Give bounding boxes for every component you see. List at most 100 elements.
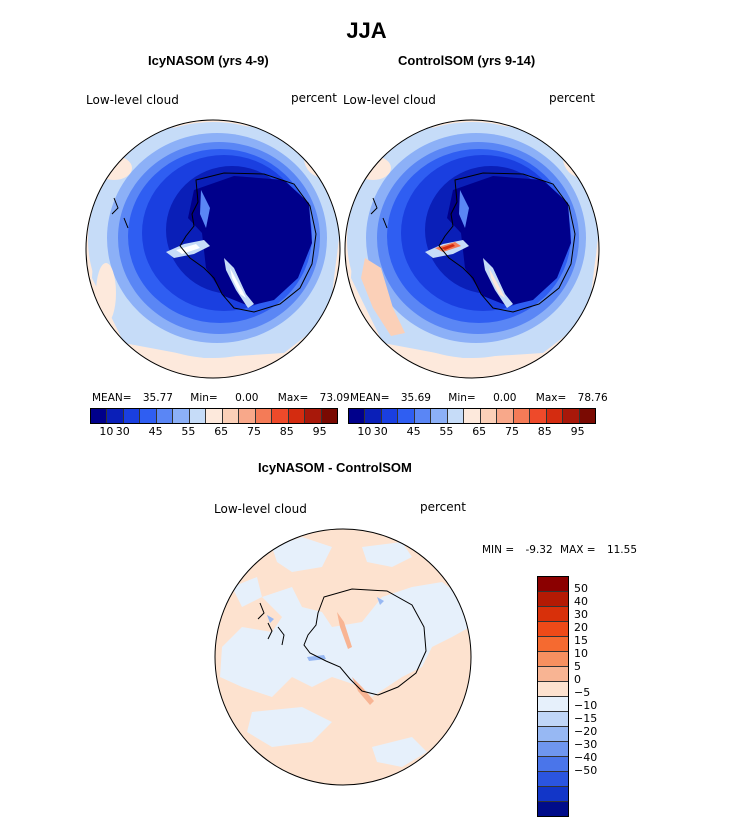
diff-panel-variable: Low-level cloud [214,502,307,516]
right-colorbar-swatch [447,409,465,423]
right-colorbar-tick-label: 10 [357,425,372,438]
right-panel-variable: Low-level cloud [343,93,436,107]
diff-colorbar-label: 30 [574,608,588,621]
left-mean-value: 35.77 [142,392,173,404]
right-colorbar-swatch [398,409,415,423]
left-max-value: 73.09 [319,392,350,404]
right-colorbar-tick-label: 30 [373,425,388,438]
left-panel-units: percent [291,91,337,105]
right-panel-subtitle: ControlSOM (yrs 9-14) [398,53,536,68]
diff-colorbar-swatch [538,682,568,697]
right-colorbar-tick-label: 65 [472,425,487,438]
diff-colorbar-labels: 50 40 30 20 15 10 5 0 −5 −10 −15 −20 −30 −40 −50 [574,576,614,784]
right-mean-label: MEAN= [350,392,390,404]
diff-min-label: MIN = [482,544,515,556]
diff-colorbar-label: 40 [574,595,588,608]
right-colorbar-swatch [431,409,448,423]
left-stats: MEAN= 35.77 Min= 0.00 Max= 73.09 [92,392,350,404]
right-colorbar-swatch [365,409,382,423]
diff-colorbar-label: 5 [574,660,581,673]
right-max-label: Max= [535,392,567,404]
right-colorbar-swatch [464,409,481,423]
left-colorbar-swatch [189,409,207,423]
right-colorbar-swatch [530,409,547,423]
right-colorbar-swatch [497,409,514,423]
diff-colorbar-swatch [538,622,568,637]
page-title: JJA [346,18,387,43]
diff-colorbar-swatch [538,727,568,742]
left-max-label: Max= [277,392,309,404]
left-panel-variable: Low-level cloud [86,93,179,107]
diff-min-value: -9.32 [525,544,553,556]
right-min-label: Min= [448,392,476,404]
diff-colorbar-label: −40 [574,751,598,764]
right-colorbar-tick-label: 85 [537,425,552,438]
diff-colorbar-swatch [538,667,568,682]
diff-panel-units: percent [420,500,466,514]
diff-colorbar-swatch [538,592,568,607]
diff-colorbar-swatch [538,607,568,622]
left-colorbar-swatch [206,409,223,423]
diff-colorbar-swatch [538,742,568,757]
left-colorbar-swatch [173,409,190,423]
diff-colorbar-label: −15 [574,712,598,725]
right-colorbar-tick-label: 55 [439,425,454,438]
left-min-value: 0.00 [235,392,259,404]
diff-colorbar-label: −10 [574,699,598,712]
diff-colorbar-label: 50 [574,582,588,595]
left-colorbar-swatch [123,409,141,423]
right-colorbar-swatch [414,409,432,423]
right-colorbar-ticks: 10 30 45 55 65 75 85 95 [348,425,594,439]
right-colorbar-swatch [480,409,498,423]
diff-colorbar [537,576,569,817]
left-colorbar-ticks: 10 30 45 55 65 75 85 95 [90,425,336,439]
left-colorbar-swatch [272,409,289,423]
right-colorbar-swatch [546,409,564,423]
right-colorbar-swatch [349,409,366,423]
diff-polar-map [214,528,472,786]
diff-colorbar-label: 15 [574,634,588,647]
left-colorbar-swatch [305,409,322,423]
left-colorbar-tick-label: 10 [99,425,114,438]
right-polar-map [344,119,600,379]
right-colorbar-tick-label: 45 [406,425,421,438]
left-colorbar-swatch [222,409,240,423]
right-colorbar-tick-label: 75 [505,425,519,438]
left-colorbar-swatch [156,409,174,423]
right-colorbar-swatch [563,409,580,423]
right-colorbar-swatch [579,409,596,423]
diff-stats: MIN = -9.32 MAX = 11.55 [482,544,637,556]
left-colorbar-swatch [288,409,306,423]
diff-colorbar-swatch [538,802,568,816]
left-colorbar-tick-label: 55 [181,425,196,438]
diff-colorbar-swatch [538,652,568,667]
left-colorbar-tick-label: 45 [148,425,163,438]
left-panel-subtitle: IcyNASOM (yrs 4-9) [148,53,269,68]
left-min-label: Min= [190,392,218,404]
left-colorbar-swatch [140,409,157,423]
right-mean-value: 35.69 [400,392,431,404]
diff-colorbar-label: 20 [574,621,588,634]
diff-colorbar-swatch [538,637,568,652]
diff-colorbar-label: −50 [574,764,598,777]
right-panel-units: percent [549,91,595,105]
left-colorbar-tick-label: 85 [279,425,294,438]
diff-colorbar-swatch [538,772,568,787]
left-mean-label: MEAN= [92,392,132,404]
left-polar-map [85,119,341,379]
diff-colorbar-swatch [538,712,568,727]
right-min-value: 0.00 [493,392,517,404]
left-colorbar-swatch [255,409,273,423]
left-colorbar-swatch [107,409,124,423]
right-colorbar [348,408,596,424]
diff-colorbar-label: −20 [574,725,598,738]
left-colorbar-swatch [239,409,256,423]
diff-max-label: MAX = [560,544,596,556]
left-colorbar-tick-label: 65 [214,425,229,438]
right-max-value: 78.76 [577,392,608,404]
left-colorbar-tick-label: 95 [312,425,327,438]
left-colorbar-swatch [321,409,338,423]
diff-colorbar-label: −5 [574,686,591,699]
diff-max-value: 11.55 [606,544,637,556]
diff-colorbar-swatch [538,697,568,712]
